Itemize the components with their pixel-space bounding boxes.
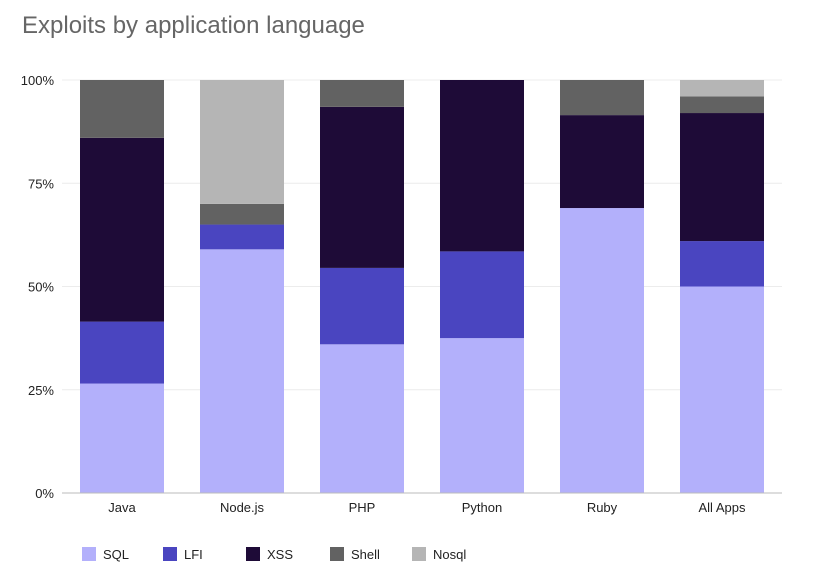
legend-swatch	[163, 547, 177, 561]
legend: SQL LFI XSS Shell Nosql	[82, 547, 466, 562]
bar-segment-lfi	[320, 267, 404, 345]
x-tick-label: PHP	[349, 500, 376, 515]
bar-segment-xss	[440, 80, 524, 252]
bar-segment-xss	[320, 106, 404, 268]
legend-item-xss: XSS	[246, 547, 293, 562]
y-tick-label: 75%	[28, 176, 54, 191]
bars-layer	[80, 80, 764, 493]
legend-item-sql: SQL	[82, 547, 129, 562]
bar-segment-shell	[320, 80, 404, 107]
legend-label: XSS	[267, 547, 293, 562]
y-tick-label: 25%	[28, 383, 54, 398]
bar-segment-nosql	[200, 80, 284, 204]
bar-segment-sql	[560, 208, 644, 493]
legend-swatch	[82, 547, 96, 561]
legend-swatch	[412, 547, 426, 561]
bar-segment-sql	[320, 344, 404, 493]
chart-title: Exploits by application language	[22, 12, 365, 39]
x-tick-label: Java	[108, 500, 136, 515]
bar-segment-lfi	[440, 251, 524, 339]
legend-item-shell: Shell	[330, 547, 380, 562]
bar-segment-shell	[200, 203, 284, 225]
legend-label: LFI	[184, 547, 203, 562]
bar-segment-sql	[80, 383, 164, 493]
x-tick-label: Ruby	[587, 500, 618, 515]
bar-segment-nosql	[680, 80, 764, 97]
bar-segment-xss	[560, 115, 644, 209]
bar-segment-xss	[80, 137, 164, 322]
legend-swatch	[246, 547, 260, 561]
y-tick-label: 100%	[21, 73, 55, 88]
legend-swatch	[330, 547, 344, 561]
bar-segment-sql	[200, 249, 284, 493]
bar-segment-lfi	[200, 224, 284, 250]
axis-layer: 0% 25% 50% 75% 100% Java Node.js PHP Python Ruby A…	[21, 73, 782, 515]
bar-segment-shell	[560, 80, 644, 116]
x-tick-label: Python	[462, 500, 502, 515]
legend-label: SQL	[103, 547, 129, 562]
x-tick-label: All Apps	[699, 500, 746, 515]
legend-item-nosql: Nosql	[412, 547, 466, 562]
bar-segment-sql	[680, 286, 764, 493]
x-tick-label: Node.js	[220, 500, 265, 515]
y-tick-label: 0%	[35, 486, 54, 501]
legend-item-lfi: LFI	[163, 547, 203, 562]
grid-layer	[62, 79, 782, 391]
legend-label: Nosql	[433, 547, 466, 562]
y-tick-label: 50%	[28, 280, 54, 295]
bar-segment-xss	[680, 113, 764, 242]
bar-segment-lfi	[80, 321, 164, 384]
bar-segment-shell	[680, 96, 764, 114]
bar-segment-sql	[440, 338, 524, 493]
legend-label: Shell	[351, 547, 380, 562]
bar-segment-shell	[80, 80, 164, 138]
bar-segment-lfi	[680, 241, 764, 287]
